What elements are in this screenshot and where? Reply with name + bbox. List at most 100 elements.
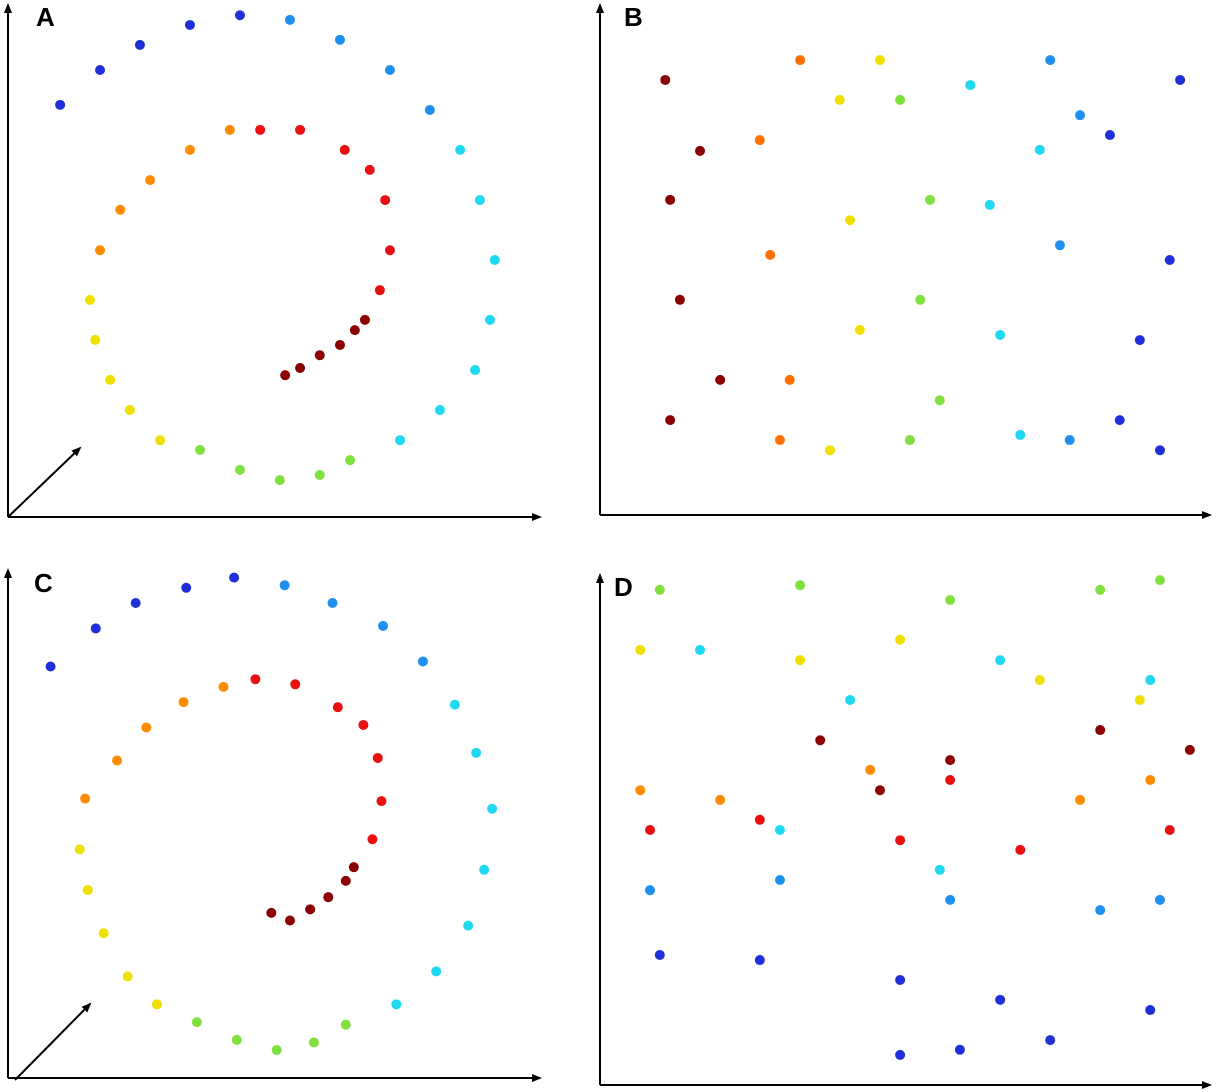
point [384, 245, 395, 256]
point [284, 915, 295, 926]
point [181, 582, 192, 593]
point [334, 34, 345, 45]
point [774, 435, 785, 446]
point [995, 994, 1006, 1005]
point [995, 655, 1006, 666]
point [774, 825, 785, 835]
point [984, 199, 995, 210]
point [250, 674, 261, 685]
point [795, 55, 806, 66]
point [255, 124, 266, 135]
point [815, 735, 826, 746]
point [954, 1044, 965, 1055]
point [854, 324, 865, 335]
point [327, 598, 338, 609]
point [895, 835, 906, 846]
point [995, 329, 1006, 340]
point [134, 39, 145, 50]
point [487, 803, 498, 814]
point [1034, 144, 1045, 155]
point [374, 285, 385, 296]
point [424, 104, 435, 115]
point [489, 254, 500, 265]
point [155, 435, 166, 446]
point [1114, 415, 1125, 426]
panel-title: C [34, 568, 53, 598]
point [380, 195, 391, 206]
point [1095, 584, 1106, 595]
point [1134, 335, 1145, 346]
point [339, 144, 350, 155]
point [349, 325, 360, 336]
point [274, 475, 285, 486]
point [479, 864, 490, 875]
point [391, 999, 402, 1010]
point [834, 94, 845, 105]
point [141, 722, 152, 733]
point [1095, 725, 1106, 736]
point [98, 928, 109, 939]
point [654, 584, 665, 595]
point [715, 374, 726, 385]
point [234, 10, 245, 21]
point [308, 1037, 319, 1048]
point [925, 194, 936, 205]
depth-arrow [14, 1002, 92, 1081]
point [231, 1034, 242, 1045]
point [774, 874, 785, 885]
point [1154, 894, 1165, 905]
point [874, 55, 885, 66]
point [295, 124, 306, 135]
point [376, 796, 387, 807]
point [765, 249, 776, 260]
point [945, 894, 956, 905]
point [945, 594, 956, 605]
point [191, 1017, 202, 1028]
point [84, 294, 95, 305]
point [1154, 575, 1165, 586]
point [645, 825, 656, 835]
point [1164, 255, 1175, 265]
point [945, 755, 956, 766]
point [1184, 744, 1195, 755]
point [484, 314, 495, 325]
point [635, 644, 646, 655]
point [635, 785, 646, 796]
point [895, 1049, 906, 1060]
point [1095, 905, 1106, 916]
point [74, 844, 85, 855]
point [151, 999, 162, 1010]
point [122, 971, 133, 982]
point [895, 94, 906, 105]
point [1064, 435, 1075, 446]
point [1045, 55, 1056, 66]
point [340, 1019, 351, 1030]
point [945, 775, 956, 786]
point [218, 681, 229, 692]
point [824, 445, 835, 456]
point [305, 904, 316, 915]
point [358, 719, 369, 730]
point [934, 395, 945, 406]
point [915, 294, 926, 305]
point [364, 164, 375, 175]
point [674, 294, 685, 305]
point [314, 350, 325, 361]
point [474, 195, 485, 206]
point [384, 65, 395, 76]
point [1034, 675, 1045, 686]
point [345, 455, 356, 466]
point [178, 697, 189, 708]
point [845, 694, 856, 705]
point [965, 80, 976, 91]
point [455, 144, 466, 155]
point [290, 679, 301, 690]
point [865, 764, 876, 775]
point [795, 655, 806, 666]
point [1045, 1035, 1056, 1046]
point [1145, 1005, 1156, 1016]
point [372, 752, 383, 763]
point [95, 65, 106, 76]
point [340, 875, 351, 886]
point [1145, 675, 1156, 686]
